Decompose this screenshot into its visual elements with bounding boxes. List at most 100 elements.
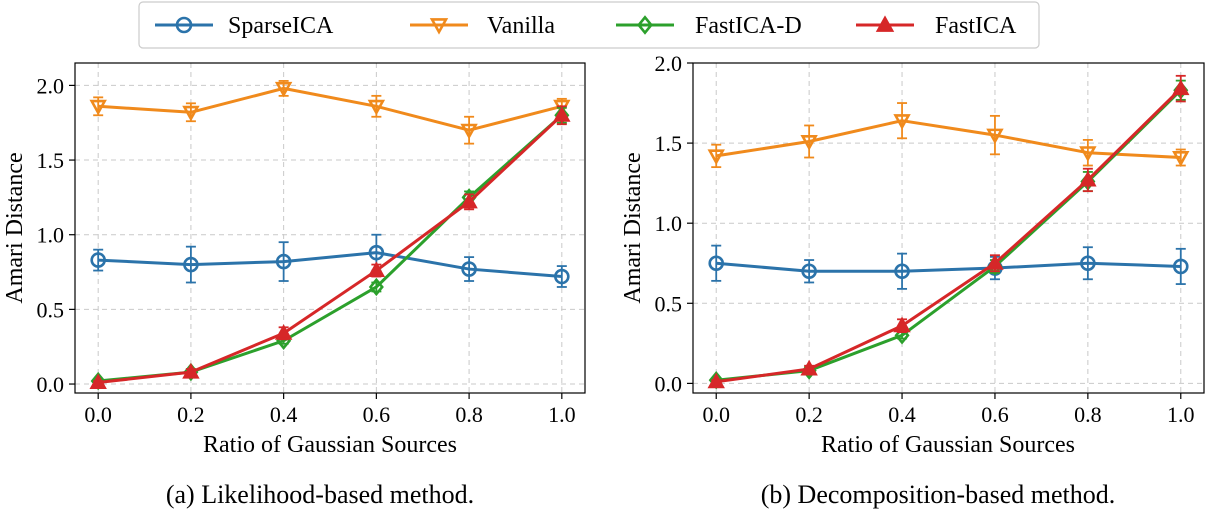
y-tick-label: 0.0 xyxy=(655,371,683,396)
y-tick-label: 1.0 xyxy=(37,223,65,248)
plot-area xyxy=(707,74,1190,390)
data-point-fastica xyxy=(986,254,1004,270)
x-tick-label: 0.6 xyxy=(981,402,1009,427)
data-point-vanilla xyxy=(274,81,293,98)
data-point-sparseica xyxy=(894,263,910,280)
data-point-fastica xyxy=(182,362,200,379)
x-axis-label: Ratio of Gaussian Sources xyxy=(821,432,1075,458)
legend-circle-marker xyxy=(175,16,193,34)
data-point-sparseica xyxy=(368,244,385,261)
series-vanilla xyxy=(707,102,1190,169)
data-point-fastica xyxy=(89,373,107,390)
x-tick-label: 0.2 xyxy=(177,402,205,427)
y-axis-label: Amari Distance xyxy=(620,152,646,303)
x-tick-label: 0.0 xyxy=(702,402,730,427)
legend-marker-sparseica xyxy=(155,16,213,34)
data-point-vanilla xyxy=(1079,146,1097,162)
series-line-fastica xyxy=(98,114,563,385)
data-point-sparseica xyxy=(461,261,477,277)
data-point-vanilla xyxy=(893,114,911,130)
legend-frame xyxy=(138,1,1040,49)
y-tick-label: 0.5 xyxy=(37,297,65,322)
data-point-vanilla xyxy=(800,134,818,151)
data-point-fastica xyxy=(460,192,478,209)
series-vanilla xyxy=(89,80,571,145)
axes-frame xyxy=(74,62,586,394)
panel-likelihood-based: 0.0 0.2 0.4 0.6 0.8 1.0 0.0 0.5 1.0 1.5 2.0 Amari … xyxy=(2,62,586,509)
data-point-fastica xyxy=(274,324,293,340)
series-line-sparseica xyxy=(98,251,562,279)
data-point-sparseica xyxy=(554,268,570,285)
legend-item-vanilla: Vanilla xyxy=(410,13,555,39)
legend-label-sparseica: SparseICA xyxy=(228,13,334,39)
legend: SparseICA Vanilla FastICA-D FastICA xyxy=(138,1,1040,49)
data-point-fastica xyxy=(1079,170,1097,187)
data-point-fastica-d xyxy=(368,277,384,297)
legend-marker-vanilla xyxy=(410,18,468,35)
x-tick-label: 0.8 xyxy=(1074,402,1102,427)
data-point-vanilla xyxy=(707,149,725,166)
legend-marker-fastica-d xyxy=(616,15,674,35)
y-tick-label: 2.0 xyxy=(37,73,65,98)
panel-decomposition-based: 0.0 0.2 0.4 0.6 0.8 1.0 0.0 0.5 1.0 1.5 2.0 Amari … xyxy=(620,51,1205,509)
y-tick-label: 1.5 xyxy=(655,131,683,156)
x-tick-label: 1.0 xyxy=(1167,402,1195,427)
x-axis-label: Ratio of Gaussian Sources xyxy=(203,432,457,458)
data-point-sparseica xyxy=(801,263,817,280)
x-tick-label: 0.0 xyxy=(84,402,112,427)
data-point-sparseica xyxy=(1172,258,1189,275)
legend-triangle-down-marker xyxy=(429,18,449,35)
series-sparseica xyxy=(708,244,1189,290)
series-fastica xyxy=(89,105,571,390)
x-tick-label: 1.0 xyxy=(548,402,576,427)
series-line-sparseica xyxy=(716,261,1181,273)
data-point-vanilla xyxy=(986,128,1004,145)
y-tick-label: 2.0 xyxy=(655,51,683,76)
data-point-fastica xyxy=(553,106,571,122)
y-tick-label: 1.5 xyxy=(37,148,65,173)
data-point-fastica xyxy=(367,261,386,278)
series-line-fastica xyxy=(716,87,1182,384)
data-point-vanilla xyxy=(460,123,478,140)
y-tick-label: 1.0 xyxy=(655,211,683,236)
grid-lines xyxy=(693,62,1204,393)
x-tick-label: 0.4 xyxy=(270,402,298,427)
panel-caption: (a) Likelihood-based method. xyxy=(166,480,474,509)
panel-caption: (b) Decomposition-based method. xyxy=(761,480,1116,509)
plot-area xyxy=(89,80,571,391)
legend-item-fastica: FastICA xyxy=(856,13,1017,39)
data-point-vanilla xyxy=(1172,151,1190,167)
data-point-vanilla xyxy=(367,99,386,116)
data-point-sparseica xyxy=(90,252,106,268)
data-point-sparseica xyxy=(708,255,725,272)
data-point-fastica xyxy=(707,372,725,389)
series-fastica-d xyxy=(90,106,570,391)
data-point-fastica xyxy=(893,316,911,333)
axis-ticks: 0.0 0.2 0.4 0.6 0.8 1.0 0.0 0.5 1.0 1.5 2.0 xyxy=(37,73,576,427)
data-point-sparseica xyxy=(1080,255,1096,272)
legend-item-fastica-d: FastICA-D xyxy=(616,13,802,39)
x-tick-label: 0.2 xyxy=(795,402,823,427)
x-tick-label: 0.6 xyxy=(363,402,391,427)
x-tick-label: 0.8 xyxy=(455,402,483,427)
series-line-fastica-d xyxy=(98,114,563,383)
legend-label-vanilla: Vanilla xyxy=(487,13,555,39)
series-fastica xyxy=(707,74,1190,389)
data-point-vanilla xyxy=(89,99,107,116)
series-line-vanilla xyxy=(715,119,1181,160)
legend-triangle-up-marker xyxy=(875,15,895,32)
legend-marker-fastica xyxy=(856,15,914,32)
legend-label-fastica-d: FastICA-D xyxy=(695,13,802,39)
series-line-vanilla xyxy=(98,86,563,132)
legend-item-sparseica: SparseICA xyxy=(155,13,334,39)
y-axis-label: Amari Distance xyxy=(2,152,28,303)
y-tick-label: 0.0 xyxy=(37,372,65,397)
series-sparseica xyxy=(90,233,570,288)
data-point-sparseica xyxy=(275,253,292,270)
axes-frame xyxy=(692,62,1205,394)
y-tick-label: 0.5 xyxy=(655,291,683,316)
x-tick-label: 0.4 xyxy=(888,402,916,427)
series-line-fastica-d xyxy=(716,89,1182,382)
data-point-fastica xyxy=(800,359,818,376)
